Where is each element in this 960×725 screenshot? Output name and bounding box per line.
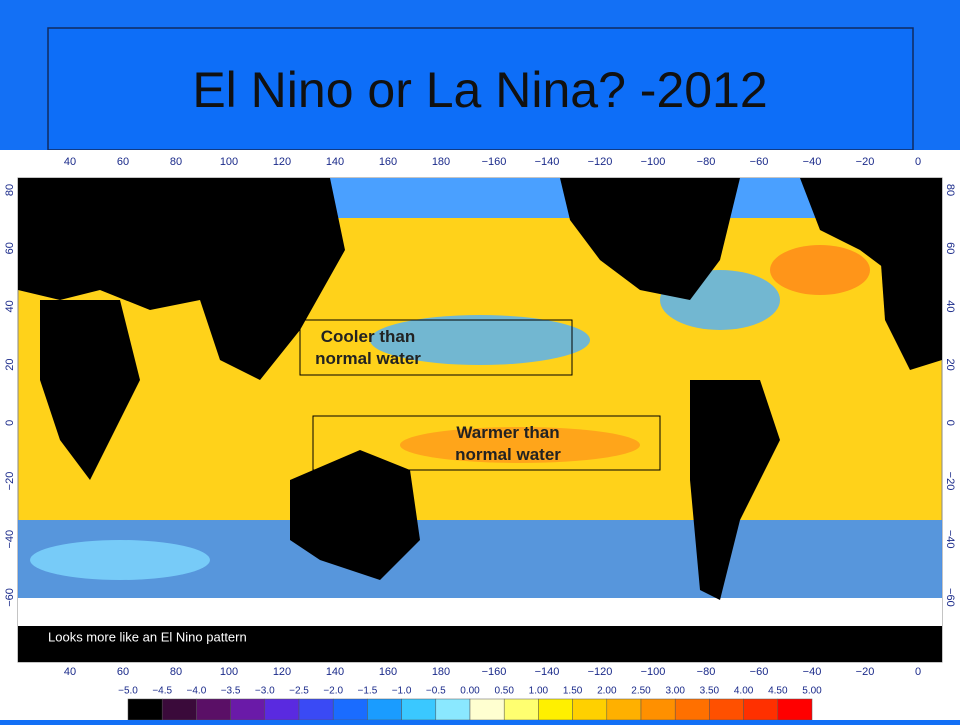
longitude-label: −20 <box>856 156 875 168</box>
colorbar-label: −5.0 <box>118 686 138 697</box>
latitude-label: −60 <box>4 588 16 607</box>
longitude-label: −40 <box>803 156 822 168</box>
colorbar-cell <box>367 698 402 721</box>
colorbar-label: −1.5 <box>358 686 378 697</box>
colorbar-cell <box>127 698 163 721</box>
latitude-label: 80 <box>944 184 956 196</box>
longitude-label: 0 <box>915 666 921 678</box>
map-note: Looks more like an El Nino pattern <box>48 629 247 644</box>
colorbar-label: −4.5 <box>152 686 172 697</box>
latitude-label: 20 <box>944 358 956 370</box>
longitude-label: 0 <box>915 156 921 168</box>
latitude-label: −20 <box>4 472 16 491</box>
colorbar-label: 2.50 <box>631 686 651 697</box>
colorbar-label: 2.00 <box>597 686 617 697</box>
longitude-label: −140 <box>535 156 560 168</box>
longitude-label: 160 <box>379 156 397 168</box>
colorbar-label: −3.5 <box>221 686 241 697</box>
title-box <box>47 27 914 151</box>
latitude-label: 60 <box>4 242 16 254</box>
latitude-label: 0 <box>4 420 16 426</box>
longitude-label: −100 <box>641 156 666 168</box>
latitude-label: 80 <box>4 184 16 196</box>
latitude-label: −40 <box>944 530 956 549</box>
longitude-label: 100 <box>220 156 238 168</box>
colorbar-label: 0.00 <box>460 686 480 697</box>
colorbar-cell <box>640 698 676 721</box>
colorbar-cell <box>777 698 813 721</box>
sst-map <box>17 177 943 663</box>
slide-title: El Nino or La Nina? -2012 <box>192 62 767 118</box>
longitude-label: 60 <box>117 156 129 168</box>
colorbar-cell <box>674 698 710 721</box>
colorbar-label: 1.50 <box>563 686 583 697</box>
longitude-label: 80 <box>170 156 182 168</box>
longitude-label: 100 <box>220 666 238 678</box>
colorbar-label: 3.00 <box>665 686 685 697</box>
longitude-label: −100 <box>641 666 666 678</box>
latitude-label: 40 <box>944 300 956 312</box>
longitude-label: 140 <box>326 666 344 678</box>
colorbar-cell <box>503 698 539 721</box>
latitude-label: 40 <box>4 300 16 312</box>
latitude-label: 20 <box>4 358 16 370</box>
longitude-label: −140 <box>535 666 560 678</box>
longitude-label: −20 <box>856 666 875 678</box>
longitude-label: 60 <box>117 666 129 678</box>
longitude-label: −80 <box>697 156 716 168</box>
latitude-label: −40 <box>4 530 16 549</box>
colorbar-cell <box>709 698 744 721</box>
colorbar-label: 3.50 <box>700 686 720 697</box>
colorbar-label: 5.00 <box>802 686 822 697</box>
longitude-label: 40 <box>64 156 76 168</box>
longitude-label: −40 <box>803 666 822 678</box>
colorbar-cell <box>606 698 642 721</box>
colorbar-label: −0.5 <box>426 686 446 697</box>
colorbar-label: −4.0 <box>187 686 207 697</box>
colorbar-label: 4.50 <box>768 686 788 697</box>
colorbar-cell <box>332 698 368 721</box>
latitude-label: −60 <box>944 588 956 607</box>
annotation: Warmer than normal water <box>455 423 561 464</box>
colorbar-cell <box>743 698 779 721</box>
longitude-label: −160 <box>482 156 507 168</box>
longitude-label: 180 <box>432 156 450 168</box>
longitude-label: 180 <box>432 666 450 678</box>
colorbar-cell <box>161 698 197 721</box>
longitude-label: −160 <box>482 666 507 678</box>
colorbar-label: 1.00 <box>529 686 549 697</box>
longitude-label: 40 <box>64 666 76 678</box>
longitude-label: 120 <box>273 156 291 168</box>
latitude-label: −20 <box>944 472 956 491</box>
longitude-label: 120 <box>273 666 291 678</box>
longitude-label: 80 <box>170 666 182 678</box>
colorbar-label: −1.0 <box>392 686 412 697</box>
longitude-label: 160 <box>379 666 397 678</box>
colorbar-cell <box>230 698 266 721</box>
colorbar-label: 4.00 <box>734 686 754 697</box>
colorbar-cell <box>572 698 608 721</box>
colorbar-cell <box>298 698 334 721</box>
colorbar-label: 0.50 <box>494 686 514 697</box>
colorbar-cell <box>264 698 300 721</box>
annotation: Cooler than normal water <box>315 327 421 368</box>
longitude-label: −120 <box>588 666 613 678</box>
colorbar-cell <box>401 698 437 721</box>
longitude-label: −60 <box>750 156 769 168</box>
colorbar-cell <box>435 698 471 721</box>
colorbar-label: −2.0 <box>323 686 343 697</box>
colorbar-cell <box>538 698 573 721</box>
colorbar-cell <box>196 698 231 721</box>
longitude-label: −80 <box>697 666 716 678</box>
longitude-label: −60 <box>750 666 769 678</box>
colorbar-cell <box>469 698 505 721</box>
longitude-label: −120 <box>588 156 613 168</box>
colorbar-label: −3.0 <box>255 686 275 697</box>
latitude-label: 60 <box>944 242 956 254</box>
colorbar-label: −2.5 <box>289 686 309 697</box>
longitude-label: 140 <box>326 156 344 168</box>
latitude-label: 0 <box>944 420 956 426</box>
